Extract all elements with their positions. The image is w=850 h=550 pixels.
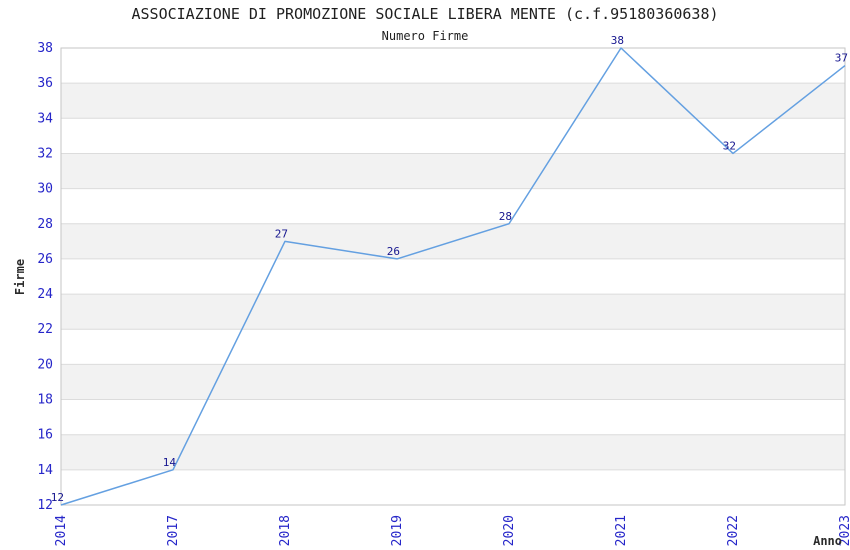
data-label: 32 bbox=[723, 139, 736, 152]
y-tick-label: 18 bbox=[37, 393, 53, 408]
data-label: 38 bbox=[611, 34, 624, 47]
y-tick-label: 16 bbox=[37, 428, 53, 443]
data-label: 28 bbox=[499, 210, 512, 223]
plot-border bbox=[60, 47, 846, 506]
x-tick-label: 2018 bbox=[278, 515, 293, 546]
x-tick-label: 2014 bbox=[54, 515, 69, 546]
y-tick-label: 26 bbox=[37, 252, 53, 267]
data-label: 26 bbox=[387, 245, 400, 258]
x-tick-label: 2017 bbox=[166, 515, 181, 546]
data-label: 37 bbox=[835, 52, 848, 65]
y-axis-label: Firme bbox=[13, 259, 27, 295]
y-tick-label: 34 bbox=[37, 111, 53, 126]
x-tick-label: 2020 bbox=[502, 515, 517, 546]
chart-title: ASSOCIAZIONE DI PROMOZIONE SOCIALE LIBER… bbox=[132, 5, 719, 23]
y-tick-label: 12 bbox=[37, 498, 53, 513]
data-label: 14 bbox=[163, 456, 177, 469]
series-line bbox=[60, 47, 846, 506]
plot-band bbox=[61, 153, 845, 189]
y-tick-label: 20 bbox=[37, 357, 53, 372]
data-label: 12 bbox=[51, 491, 64, 504]
x-tick-label: 2021 bbox=[614, 515, 629, 546]
data-label: 27 bbox=[275, 227, 288, 240]
plot-band bbox=[61, 294, 845, 330]
x-tick-label: 2019 bbox=[390, 515, 405, 546]
y-tick-label: 30 bbox=[37, 182, 53, 197]
plot-band bbox=[61, 434, 845, 470]
x-tick-label: 2022 bbox=[726, 515, 741, 546]
y-tick-label: 22 bbox=[37, 322, 53, 337]
plot-band bbox=[61, 83, 845, 119]
y-tick-label: 36 bbox=[37, 76, 53, 91]
x-axis-label: Anno bbox=[813, 534, 842, 548]
chart-subtitle: Numero Firme bbox=[382, 29, 469, 43]
y-tick-label: 38 bbox=[37, 41, 53, 56]
x-tick-label: 2023 bbox=[838, 515, 850, 546]
y-tick-label: 24 bbox=[37, 287, 53, 302]
y-tick-label: 28 bbox=[37, 217, 53, 232]
plot-band bbox=[61, 364, 845, 400]
y-tick-label: 32 bbox=[37, 146, 53, 161]
y-tick-label: 14 bbox=[37, 463, 53, 478]
